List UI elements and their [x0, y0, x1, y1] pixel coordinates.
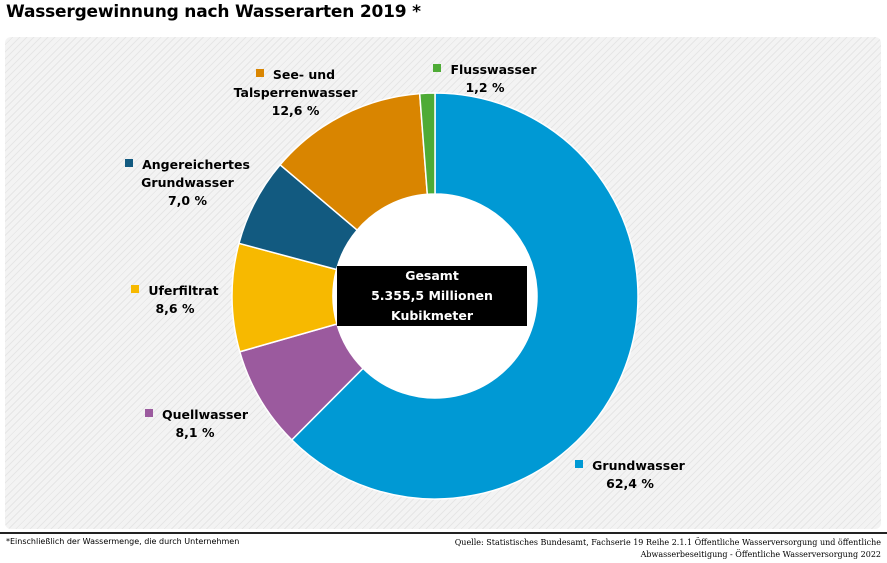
- label-angereichertes-name2: Grundwasser: [141, 175, 234, 190]
- chart-title: Wassergewinnung nach Wasserarten 2019 *: [6, 2, 421, 22]
- legend-swatch-angereichertes: [125, 159, 134, 167]
- label-quellwasser-value: 8,1 %: [175, 425, 215, 440]
- label-see-value: 12,6 %: [271, 103, 320, 118]
- label-grundwasser-value: 62,4 %: [606, 476, 654, 491]
- label-fluss-name: Flusswasser: [450, 62, 537, 77]
- source-line-1: Quelle: Statistisches Bundesamt, Fachser…: [454, 538, 881, 547]
- label-grundwasser-name: Grundwasser: [592, 458, 685, 473]
- label-grundwasser: Grundwasser 62,4 %: [575, 457, 685, 493]
- label-see-name: See- und: [272, 67, 336, 82]
- label-see: See- und Talsperrenwasser 12,6 %: [228, 66, 363, 120]
- source-note: Quelle: Statistisches Bundesamt, Fachser…: [455, 537, 881, 561]
- label-see-name2: Talsperrenwasser: [233, 85, 358, 100]
- label-angereichertes: Angereichertes Grundwasser 7,0 %: [125, 156, 250, 210]
- legend-swatch-grundwasser: [575, 460, 584, 468]
- label-fluss: Flusswasser 1,2 %: [430, 61, 540, 97]
- source-line-2: Abwasserbeseitigung - Öffentliche Wasser…: [640, 550, 881, 559]
- total-label: Gesamt: [405, 268, 459, 283]
- label-uferfiltrat: Uferfiltrat 8,6 %: [125, 282, 225, 318]
- legend-swatch-see: [255, 69, 264, 77]
- total-value: 5.355,5 Millionen Kubikmeter: [371, 288, 493, 323]
- total-box: Gesamt 5.355,5 Millionen Kubikmeter: [337, 266, 527, 326]
- footer-divider: [0, 532, 887, 534]
- legend-swatch-fluss: [433, 64, 442, 72]
- label-angereichertes-name: Angereichertes: [142, 157, 250, 172]
- label-uferfiltrat-value: 8,6 %: [155, 301, 195, 316]
- label-angereichertes-value: 7,0 %: [167, 193, 208, 208]
- legend-swatch-quellwasser: [145, 409, 153, 417]
- legend-swatch-uferfiltrat: [131, 285, 140, 293]
- label-quellwasser: Quellwasser 8,1 %: [145, 406, 249, 442]
- label-quellwasser-name: Quellwasser: [162, 407, 249, 422]
- footnote: *Einschließlich der Wassermenge, die dur…: [6, 537, 240, 546]
- label-fluss-value: 1,2 %: [465, 80, 505, 95]
- label-uferfiltrat-name: Uferfiltrat: [148, 283, 219, 298]
